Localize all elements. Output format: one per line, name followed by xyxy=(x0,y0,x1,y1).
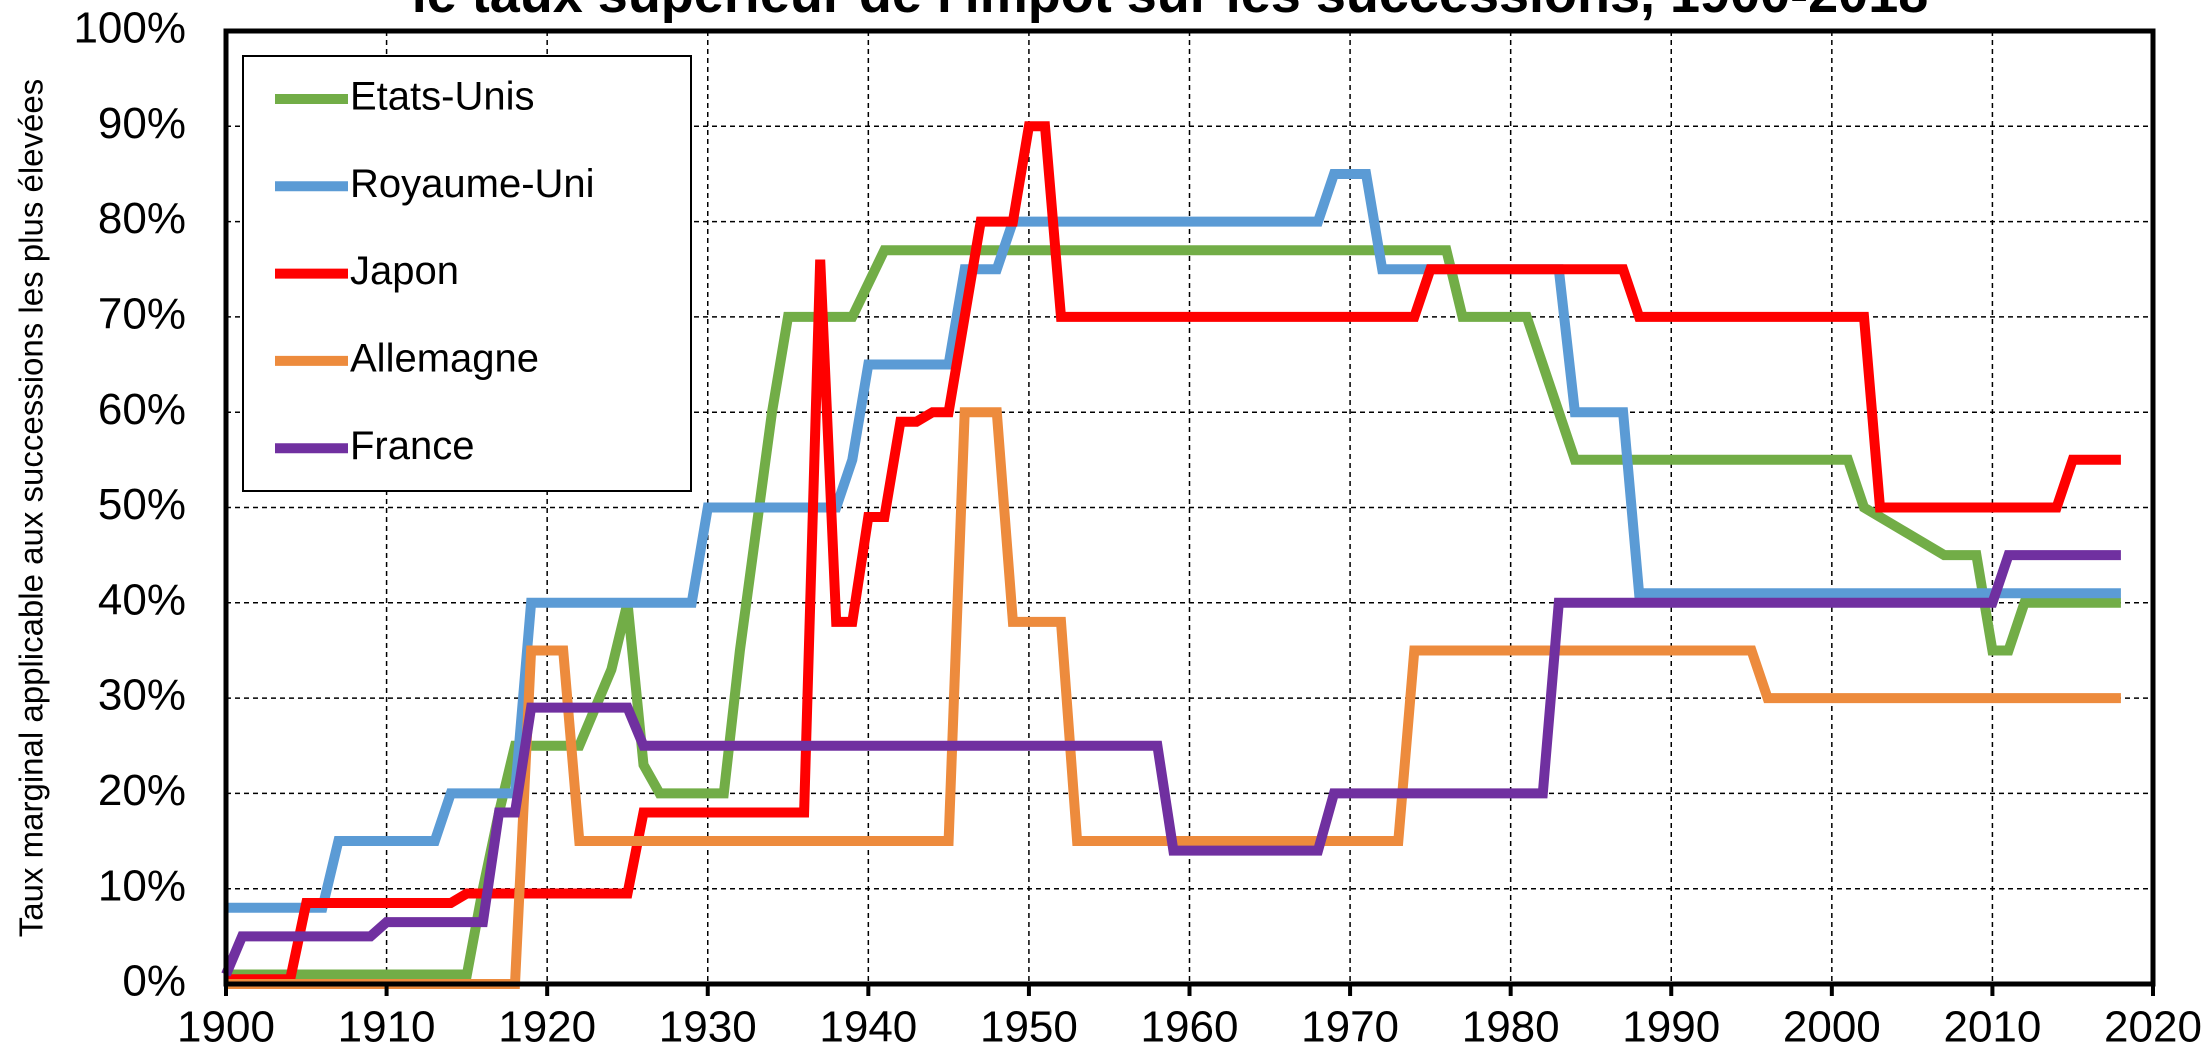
x-tick-label: 1980 xyxy=(1462,1003,1560,1052)
x-tick-label: 1900 xyxy=(177,1003,275,1052)
x-tick-label: 2000 xyxy=(1783,1003,1881,1052)
legend-label: France xyxy=(350,424,475,468)
legend-label: Royaume-Uni xyxy=(350,162,595,206)
y-tick-label: 90% xyxy=(98,99,186,148)
y-tick-label: 40% xyxy=(98,575,186,624)
y-tick-label: 10% xyxy=(98,861,186,910)
x-tick-label: 1920 xyxy=(498,1003,596,1052)
x-tick-label: 2020 xyxy=(2104,1003,2202,1052)
y-tick-label: 30% xyxy=(98,671,186,720)
y-tick-label: 60% xyxy=(98,385,186,434)
y-tick-label: 50% xyxy=(98,480,186,529)
x-tick-label: 2010 xyxy=(1943,1003,2041,1052)
y-tick-label: 100% xyxy=(73,4,186,53)
legend-label: Japon xyxy=(350,249,459,293)
legend-label: Allemagne xyxy=(350,336,539,380)
x-tick-label: 1970 xyxy=(1301,1003,1399,1052)
chart-title: le taux supérieur de l'impôt sur les suc… xyxy=(412,0,1929,24)
x-tick-label: 1960 xyxy=(1141,1003,1239,1052)
y-axis-label: Taux marginal applicable aux successions… xyxy=(13,79,50,937)
legend-box xyxy=(242,55,692,492)
x-tick-label: 1950 xyxy=(980,1003,1078,1052)
y-tick-label: 80% xyxy=(98,194,186,243)
x-tick-label: 1940 xyxy=(819,1003,917,1052)
x-tick-label: 1990 xyxy=(1622,1003,1720,1052)
tick-labels: 0% 10% 20% 30% 40% 50% 60% 70% 80% 90% 100% 1900 191… xyxy=(73,4,2201,1052)
series-line xyxy=(221,550,2121,977)
y-tick-label: 20% xyxy=(98,766,186,815)
y-tick-label: 70% xyxy=(98,290,186,339)
x-tick-label: 1910 xyxy=(338,1003,436,1052)
x-tick-label: 1930 xyxy=(659,1003,757,1052)
y-tick-label: 0% xyxy=(122,957,186,1006)
legend: Etats-Unis Royaume-Uni Japon Allemagne Franc… xyxy=(242,55,692,492)
legend-label: Etats-Unis xyxy=(350,75,535,119)
lines xyxy=(221,121,2121,989)
series-line xyxy=(226,121,2121,985)
series-line xyxy=(226,407,2121,989)
